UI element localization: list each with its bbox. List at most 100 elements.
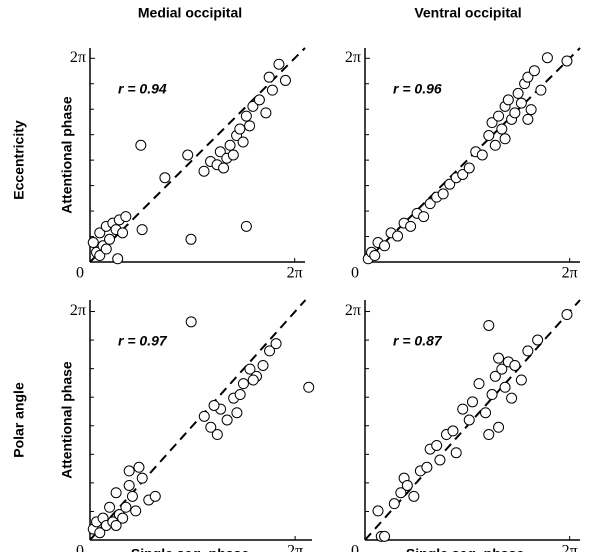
point — [221, 414, 233, 426]
point — [512, 87, 524, 99]
point — [463, 414, 475, 426]
x-tick-label: 2π — [287, 265, 303, 282]
y-tick-label: 2π — [70, 49, 86, 66]
x-tick-label: 0 — [76, 265, 84, 282]
point — [499, 381, 511, 393]
point — [450, 447, 462, 459]
point — [264, 345, 276, 357]
point — [401, 479, 413, 491]
point — [133, 461, 145, 473]
point — [182, 149, 194, 161]
point — [522, 71, 534, 83]
point — [437, 188, 449, 200]
row-title: Eccentricity — [11, 120, 27, 200]
point — [279, 74, 291, 86]
point — [110, 519, 122, 531]
point — [405, 220, 417, 232]
point — [444, 178, 456, 190]
point — [496, 363, 508, 375]
point — [198, 410, 210, 422]
point — [388, 498, 400, 510]
point — [218, 162, 230, 174]
point — [123, 479, 135, 491]
point — [408, 490, 420, 502]
point — [237, 378, 249, 390]
point — [372, 505, 384, 517]
identity-line — [89, 299, 307, 541]
point — [257, 359, 269, 371]
x-tick-label: 2π — [287, 543, 303, 552]
point — [525, 104, 537, 116]
point — [483, 319, 495, 331]
point — [273, 58, 285, 70]
point — [120, 211, 132, 223]
annotation: r = 0.87 — [393, 333, 443, 349]
point — [486, 117, 498, 129]
y-axis-label: Attentional phase — [59, 361, 75, 479]
point — [240, 110, 252, 122]
point — [489, 139, 501, 151]
point — [117, 512, 129, 524]
point — [486, 389, 498, 401]
point — [447, 425, 459, 437]
point — [117, 227, 129, 239]
point — [379, 240, 391, 252]
point — [136, 472, 148, 484]
point — [522, 113, 534, 125]
point — [135, 139, 147, 151]
point — [493, 352, 505, 364]
point — [94, 227, 106, 239]
point — [149, 490, 161, 502]
point — [266, 84, 278, 96]
point — [509, 359, 521, 371]
point — [240, 220, 252, 232]
x-axis-label: Single seg. phase — [131, 546, 249, 552]
point — [270, 338, 282, 350]
point — [457, 403, 469, 415]
point — [244, 363, 256, 375]
point — [493, 110, 505, 122]
point — [515, 97, 527, 109]
point — [515, 374, 527, 386]
point — [483, 429, 495, 441]
point — [112, 253, 124, 265]
point — [476, 149, 488, 161]
point — [535, 84, 547, 96]
point — [502, 94, 514, 106]
column-title: Ventral occipital — [414, 5, 521, 21]
y-axis-label: Attentional phase — [59, 96, 75, 214]
point — [424, 198, 436, 210]
point — [208, 399, 220, 411]
point — [247, 100, 259, 112]
point — [110, 487, 122, 499]
x-axis-label: Single seg. phase — [406, 546, 524, 552]
row-title: Polar angle — [11, 382, 27, 458]
y-tick-label: 2π — [70, 302, 86, 319]
point — [457, 168, 469, 180]
point — [247, 374, 259, 386]
point — [104, 501, 116, 513]
point — [120, 501, 132, 513]
point — [522, 345, 534, 357]
annotation: r = 0.96 — [393, 81, 442, 97]
point — [126, 490, 138, 502]
point — [395, 487, 407, 499]
point — [463, 162, 475, 174]
point — [473, 378, 485, 390]
point — [205, 421, 217, 433]
point — [231, 407, 243, 419]
x-tick-label: 0 — [351, 265, 359, 282]
point — [260, 107, 272, 119]
point — [159, 172, 171, 184]
point — [480, 407, 492, 419]
point — [185, 316, 197, 328]
point — [104, 233, 116, 245]
point — [392, 230, 404, 242]
point — [303, 381, 315, 393]
x-tick-label: 0 — [351, 543, 359, 552]
point — [509, 107, 521, 119]
point — [431, 439, 443, 451]
point — [369, 250, 381, 262]
point — [253, 94, 265, 106]
